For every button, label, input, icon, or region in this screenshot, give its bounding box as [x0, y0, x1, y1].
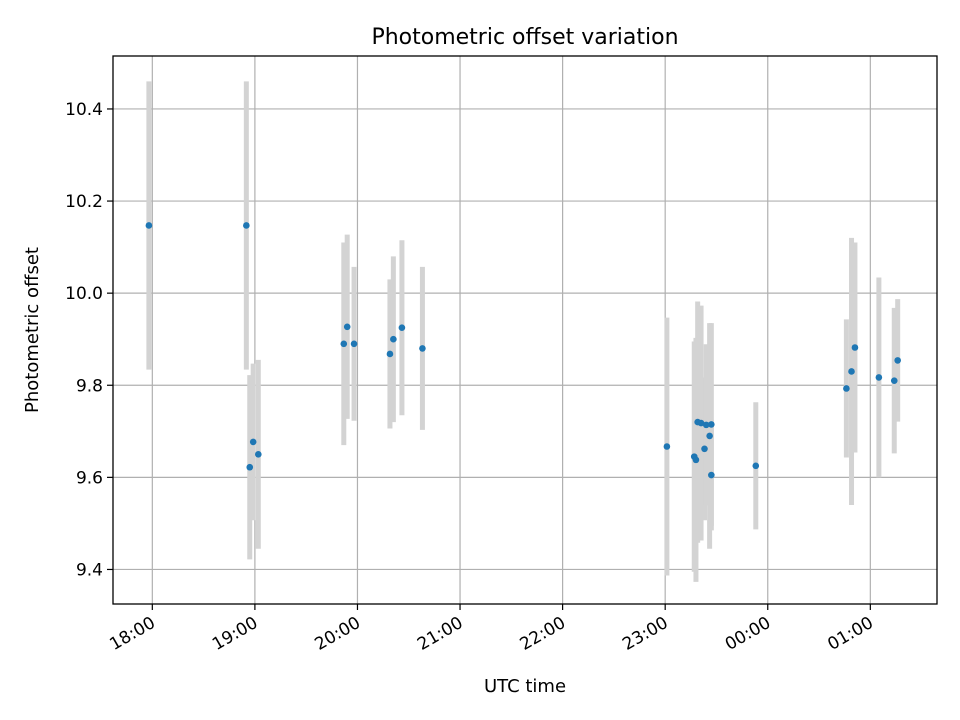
data-point [663, 443, 671, 450]
data-point [243, 222, 250, 229]
data-point [706, 432, 713, 440]
data-point [350, 340, 358, 348]
data-point [890, 377, 898, 384]
data-point [692, 456, 700, 464]
x-tick-label: 23:00 [619, 613, 671, 655]
data-points [145, 222, 901, 479]
data-point [851, 344, 859, 351]
data-point [246, 463, 254, 471]
data-point [145, 222, 153, 229]
x-axis-label: UTC time [484, 676, 566, 697]
data-point [848, 368, 855, 375]
x-tick-label: 19:00 [209, 613, 261, 655]
data-point [390, 335, 397, 343]
x-axis-ticks: 18:00 19:00 20:00 21:00 22:00 23:00 00:00 01:00 [106, 604, 877, 655]
data-point [249, 438, 257, 446]
y-axis-ticks: 9.4 9.6 9.8 10.0 10.2 10.4 [65, 100, 113, 580]
x-tick-label: 18:00 [106, 613, 158, 655]
y-tick-label: 10.4 [65, 100, 103, 120]
x-tick-label: 20:00 [312, 613, 364, 655]
data-point [701, 445, 708, 453]
data-point [875, 374, 883, 381]
plot-frame [112, 55, 938, 605]
y-tick-label: 10.2 [65, 192, 103, 212]
grid-lines [113, 56, 937, 604]
data-point [708, 421, 715, 428]
data-point [255, 451, 262, 458]
data-point [386, 350, 394, 358]
error-bars [146, 81, 901, 582]
data-point [752, 462, 760, 470]
chart-title: Photometric offset variation [371, 25, 678, 50]
data-point [697, 419, 705, 427]
x-tick-label: 22:00 [517, 613, 569, 655]
y-tick-label: 9.4 [76, 560, 103, 580]
x-tick-label: 01:00 [824, 613, 876, 655]
data-point [708, 471, 715, 479]
data-point [894, 357, 901, 364]
y-tick-label: 10.0 [65, 284, 103, 304]
y-tick-label: 9.8 [76, 376, 103, 396]
x-tick-label: 00:00 [722, 613, 774, 655]
data-point [419, 345, 426, 352]
y-axis-label: Photometric offset [22, 247, 43, 413]
data-point [343, 323, 351, 331]
x-tick-label: 21:00 [414, 613, 466, 655]
data-point [398, 324, 406, 331]
data-point [843, 385, 850, 392]
data-point [340, 340, 348, 348]
y-tick-label: 9.6 [76, 468, 103, 488]
data-point [702, 421, 710, 429]
